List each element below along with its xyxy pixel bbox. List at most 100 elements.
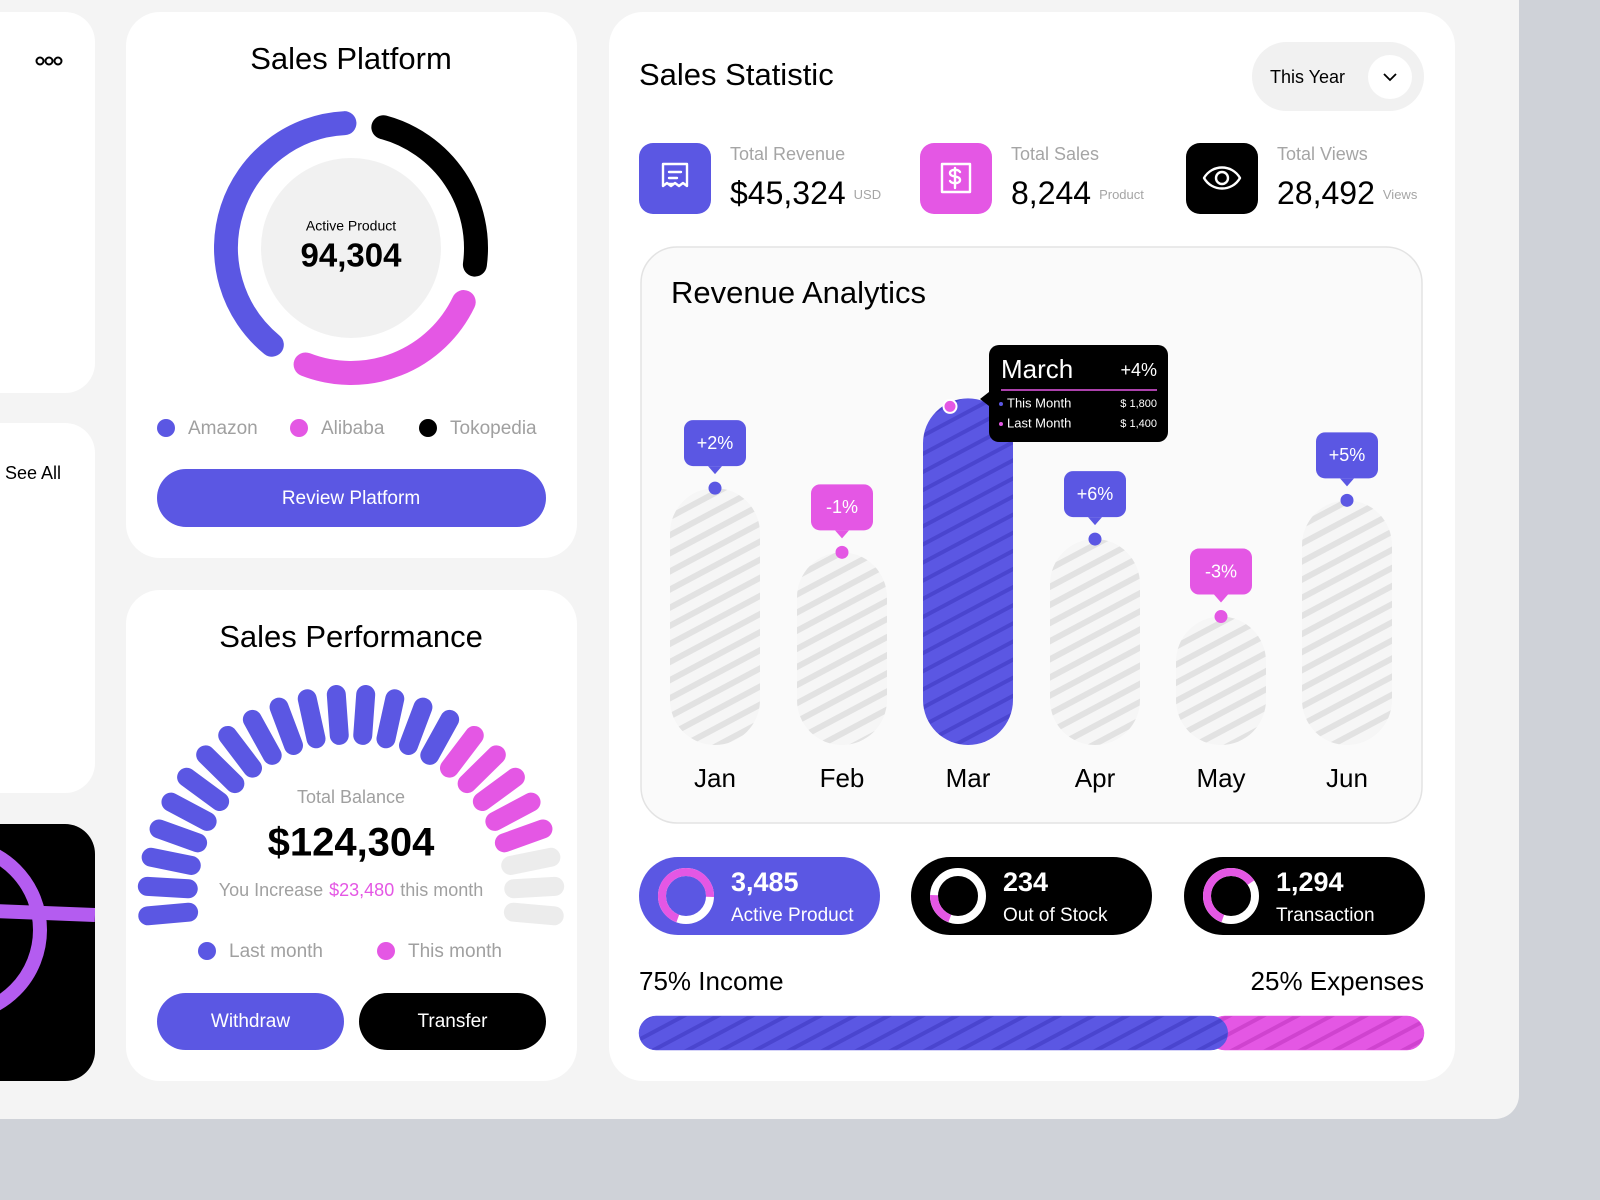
button-bg [157,993,344,1050]
tooltip-row-name: This Month [1007,395,1071,410]
card-title: Sales Platform [250,41,452,76]
x-tick-label: May [1196,763,1245,793]
content: Sales Platform Active Product 94,304 Amazon… [137,41,1425,1051]
legend-label: Tokopedia [450,418,537,439]
change-bubble [1190,548,1252,595]
ring-arc [658,868,714,923]
tooltip-change: +4% [1120,360,1157,380]
card-title: Sales Performance [219,619,483,654]
stat-label: Total Sales [1011,144,1099,164]
button-bg [157,469,546,527]
dropdown-knob [1368,55,1412,99]
stat-icon [940,162,972,194]
note-suffix: this month [400,880,483,900]
gauge-tick [504,876,565,899]
change-label: -3% [1205,561,1237,581]
donut-center [261,158,441,338]
stat-label: Total Revenue [730,144,845,164]
balance-note: You Increase $23,480 this month [219,880,484,900]
review-platform-button[interactable]: Review Platform [157,469,546,527]
side-promo-card [0,824,95,1081]
side-card [0,423,95,793]
gauge-tick [137,876,198,899]
stat-label: Total Views [1277,144,1368,164]
bubble-pointer [1088,517,1102,526]
stat-value: 28,492 Views [1277,175,1418,211]
gauge-tick [503,902,564,926]
gauge-tick [269,697,304,755]
gauge-tick [398,697,433,755]
change-label: -1% [826,497,858,517]
x-tick-label: Jan [694,763,736,793]
bar-dot [1088,532,1102,546]
bar [1176,616,1266,745]
chevron-icon [1383,73,1397,82]
tooltip-row-name: Last Month [1007,415,1071,430]
gauge-tick [326,685,349,745]
summary-label: Out of Stock [1003,905,1108,926]
donut-segment [293,290,476,385]
gauge-tick [485,792,541,831]
gauge-tick [161,792,217,831]
stat-unit: Product [1099,187,1144,202]
legend-dot [198,942,216,960]
gauge-tick [420,709,460,765]
donut-segment [214,111,357,357]
gauge-tick [494,819,553,853]
gauge-tick [457,745,506,794]
change-label: +2% [697,433,734,453]
balance-label: Total Balance [297,787,405,807]
period-dropdown[interactable]: This Year [1252,42,1424,111]
gauge-tick [472,767,525,811]
action-button[interactable]: Transfer [359,993,546,1050]
note-amount: $23,480 [329,880,394,900]
note-prefix: You Increase [219,880,323,900]
bar [670,488,760,745]
stat-icon [1202,166,1242,190]
bar [923,398,1013,745]
expenses-label: 25% Expenses [1251,966,1424,996]
button-label: Review Platform [282,488,420,509]
card-title: Sales Statistic [639,57,834,92]
summary-label: Active Product [731,905,854,926]
expenses-bar [1207,1015,1425,1051]
button-label: Withdraw [211,1011,290,1032]
legend-dot [377,942,395,960]
gauge-tick [196,745,245,794]
summary-label: Transaction [1276,905,1375,926]
income-bar [638,1015,1228,1051]
stat-number: 28,492 [1277,175,1375,211]
ring-arc [930,895,952,923]
button-bg [359,993,546,1050]
panel-title: Revenue Analytics [671,275,926,310]
stat-icon [661,162,689,188]
gauge-tick [141,847,201,875]
legend-label: This month [408,941,502,962]
gauge-tick [149,819,208,853]
gauge-tick [353,685,376,745]
change-bubble [684,420,746,467]
bubble-pointer [1214,594,1228,603]
change-bubble [1316,432,1378,479]
see-all-link[interactable]: See All [5,463,61,483]
income-label: 75% Income [639,966,784,996]
bar-dot [1340,493,1354,507]
legend-label: Last month [229,941,323,962]
tooltip-title: March [1001,354,1073,384]
action-button[interactable]: Withdraw [157,993,344,1050]
gauge-tick [297,689,326,749]
gauge-tick [138,902,199,926]
change-bubble [811,484,873,531]
bubble-pointer [708,466,722,475]
summary-value: 1,294 [1276,867,1344,897]
gauge-tick [218,725,263,778]
tooltip-dot [999,402,1003,406]
x-tick-label: Apr [1075,763,1116,793]
tooltip-pointer [980,392,989,406]
more-button[interactable] [35,56,63,66]
ring-arc [1203,868,1255,923]
summary-value: 234 [1003,867,1048,897]
summary-value: 3,485 [731,867,799,897]
stat-value: 8,244 Product [1011,175,1144,211]
